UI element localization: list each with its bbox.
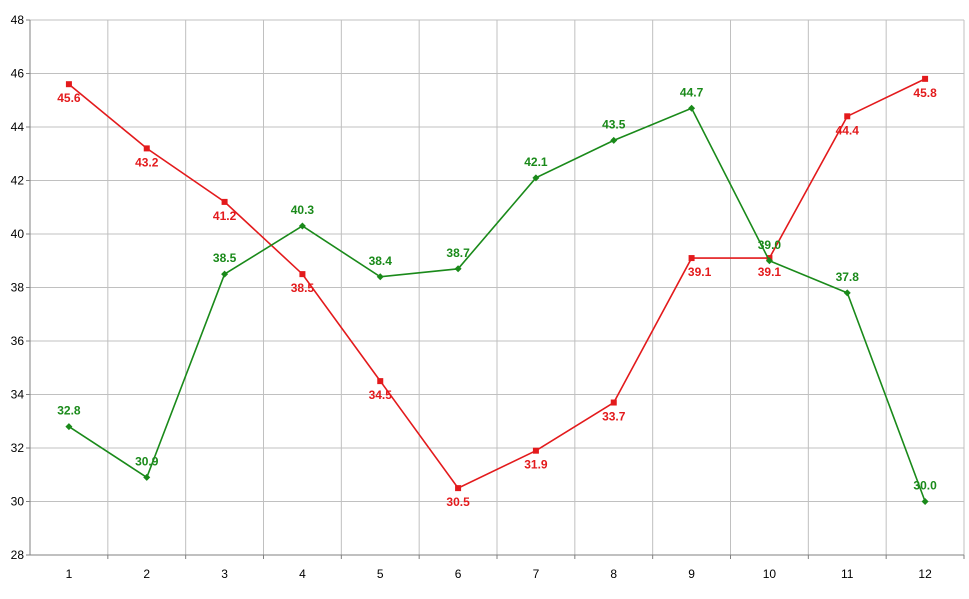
x-tick-label: 3 [221, 567, 228, 581]
data-label-series-2: 32.8 [57, 404, 81, 418]
series-line-1 [68, 78, 926, 490]
data-point-series-1 [143, 145, 150, 152]
data-point-series-2 [688, 104, 696, 112]
data-label-series-1: 39.1 [688, 265, 712, 279]
x-tick-label: 6 [455, 567, 462, 581]
x-tick-label: 10 [763, 567, 777, 581]
data-labels: 45.6 43.2 41.2 38.5 34.5 30.5 31.9 33.7 39.1 39.1… [57, 85, 937, 509]
y-tick-label: 30 [11, 495, 25, 509]
data-label-series-2: 44.7 [680, 85, 704, 99]
data-point-series-2 [143, 473, 151, 481]
data-label-series-1: 30.5 [446, 495, 470, 509]
data-label-series-1: 43.2 [135, 155, 159, 169]
y-tick-label: 42 [11, 174, 25, 188]
data-label-series-2: 37.8 [836, 270, 860, 284]
data-point-series-1 [610, 399, 617, 406]
x-tick-label: 8 [610, 567, 617, 581]
data-point-series-2 [610, 136, 618, 144]
x-tick-label: 5 [377, 567, 384, 581]
data-point-series-1 [221, 198, 228, 205]
y-axis-tick-labels: 28 30 32 34 36 38 40 42 44 46 48 [11, 13, 25, 562]
y-tick-label: 36 [11, 334, 25, 348]
gridlines [30, 19, 965, 555]
data-point-series-2 [221, 270, 229, 278]
data-point-series-1 [844, 113, 851, 120]
data-point-series-2 [765, 257, 773, 265]
data-label-series-1: 38.5 [291, 281, 315, 295]
y-tick-label: 28 [11, 548, 25, 562]
data-label-series-2: 40.3 [291, 203, 315, 217]
series-lines [65, 75, 929, 505]
data-point-series-1 [532, 447, 539, 454]
data-point-series-2 [298, 222, 306, 230]
data-point-series-2 [65, 423, 73, 431]
y-tick-label: 40 [11, 227, 25, 241]
data-label-series-1: 34.5 [369, 388, 393, 402]
data-point-series-2 [532, 174, 540, 182]
data-label-series-2: 30.0 [913, 479, 937, 493]
y-tick-label: 34 [11, 388, 25, 402]
axes [26, 19, 965, 559]
data-point-series-2 [454, 265, 462, 273]
data-point-series-2 [921, 498, 929, 505]
data-label-series-1: 31.9 [524, 458, 548, 472]
y-tick-label: 48 [11, 13, 25, 27]
data-label-series-1: 45.8 [913, 86, 937, 100]
data-label-series-2: 38.4 [369, 254, 393, 268]
data-point-series-1 [377, 378, 384, 385]
data-label-series-2: 43.5 [602, 117, 626, 131]
y-tick-label: 38 [11, 281, 25, 295]
series-line-2 [68, 107, 926, 502]
data-label-series-2: 38.7 [446, 246, 470, 260]
x-tick-label: 7 [533, 567, 540, 581]
x-tick-label: 11 [841, 567, 854, 581]
data-label-series-2: 42.1 [524, 155, 548, 169]
x-tick-label: 1 [66, 567, 73, 581]
data-point-series-2 [376, 273, 384, 281]
data-label-series-1: 33.7 [602, 410, 626, 424]
data-point-series-1 [922, 75, 929, 82]
y-tick-label: 32 [11, 441, 25, 455]
data-label-series-2: 38.5 [213, 251, 237, 265]
data-point-series-1 [299, 271, 306, 278]
data-label-series-2: 39.0 [758, 238, 782, 252]
y-tick-label: 44 [11, 120, 25, 134]
data-label-series-1: 45.6 [57, 91, 81, 105]
data-label-series-1: 41.2 [213, 209, 237, 223]
data-label-series-1: 44.4 [836, 123, 860, 137]
data-point-series-1 [65, 81, 72, 88]
data-point-series-1 [455, 485, 462, 492]
x-tick-label: 4 [299, 567, 306, 581]
x-tick-label: 2 [143, 567, 150, 581]
x-axis-tick-labels: 1 2 3 4 5 6 7 8 9 10 11 12 [66, 567, 933, 581]
y-tick-label: 46 [11, 67, 25, 81]
data-point-series-2 [843, 289, 851, 297]
data-point-series-1 [688, 255, 695, 262]
x-tick-label: 9 [688, 567, 695, 581]
data-label-series-2: 30.9 [135, 454, 159, 468]
data-label-series-1: 39.1 [758, 265, 782, 279]
x-tick-label: 12 [918, 567, 932, 581]
